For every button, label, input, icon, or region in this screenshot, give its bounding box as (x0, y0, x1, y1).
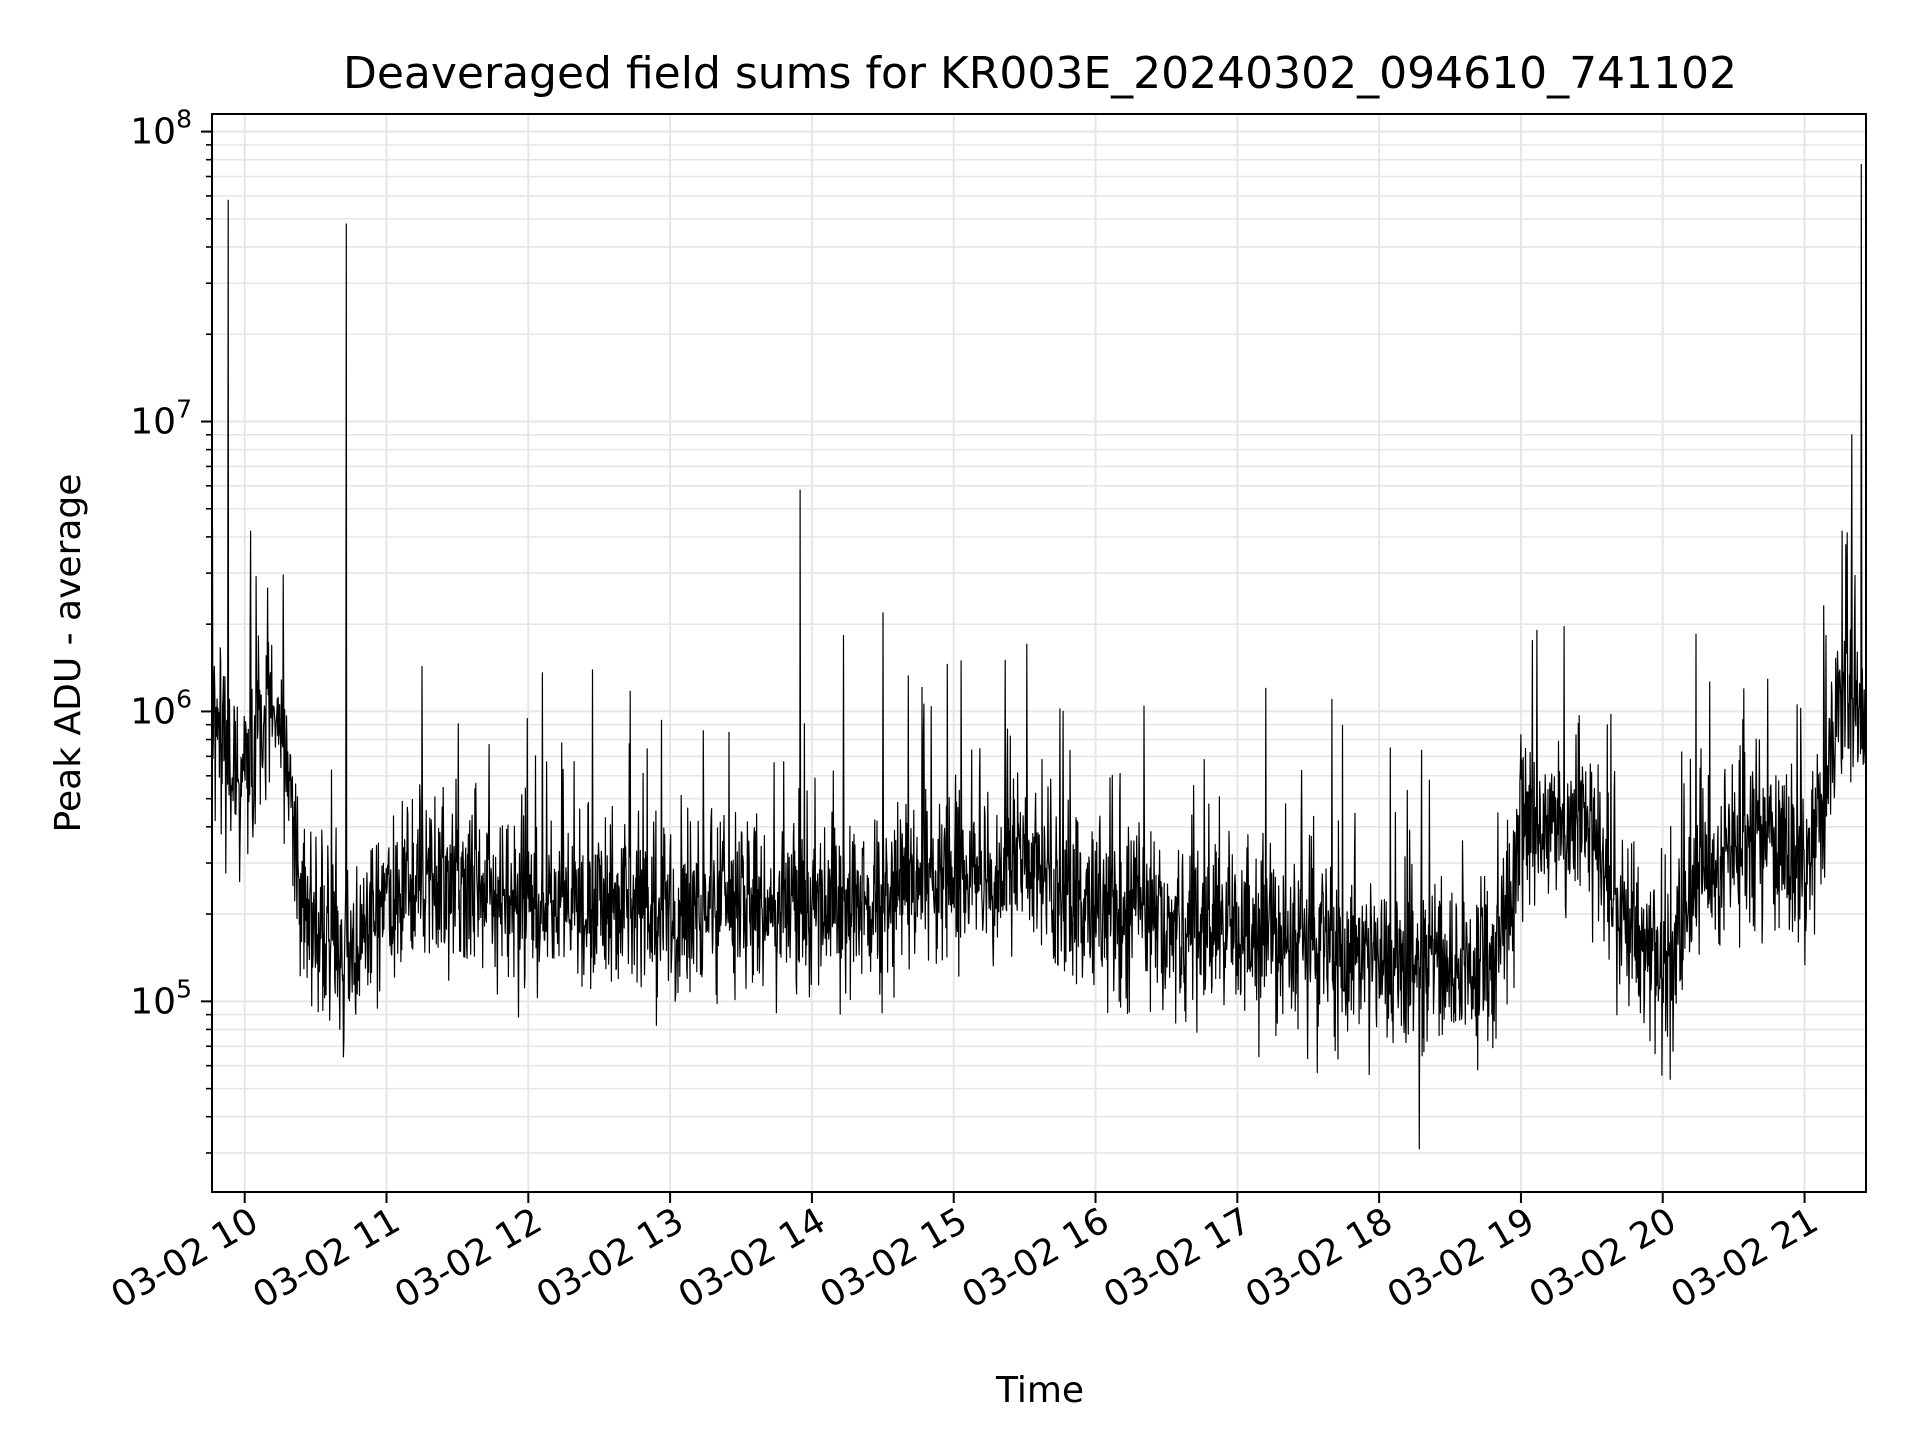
x-tick-label: 03-02 21 (1664, 1200, 1825, 1316)
y-tick-label: 105 (130, 974, 192, 1022)
x-tick-label: 03-02 12 (388, 1200, 549, 1316)
x-tick-label: 03-02 20 (1523, 1200, 1684, 1316)
x-tick-label: 03-02 18 (1239, 1200, 1400, 1316)
y-tick-label: 108 (130, 105, 192, 153)
y-ticks: 105 106 107 108 (130, 105, 212, 1154)
grid (212, 114, 1866, 1192)
x-tick-label: 03-02 17 (1097, 1200, 1258, 1316)
y-tick-label: 107 (130, 395, 192, 443)
chart-title: Deaveraged field sums for KR003E_2024030… (343, 48, 1737, 99)
x-tick-label: 03-02 14 (672, 1200, 833, 1316)
y-tick-label: 106 (130, 684, 192, 732)
x-tick-label: 03-02 10 (105, 1200, 266, 1316)
x-tick-label: 03-02 15 (814, 1200, 975, 1316)
x-tick-label: 03-02 16 (955, 1200, 1116, 1316)
series-line (211, 163, 1867, 1150)
data-layer (211, 163, 1867, 1150)
x-tick-label: 03-02 13 (530, 1200, 691, 1316)
x-tick-label: 03-02 11 (246, 1200, 407, 1316)
y-axis-label: Peak ADU - average (48, 474, 89, 833)
x-axis-label: Time (995, 1370, 1084, 1411)
plot-frame (211, 113, 1867, 1193)
x-tick-label: 03-02 19 (1381, 1200, 1542, 1316)
